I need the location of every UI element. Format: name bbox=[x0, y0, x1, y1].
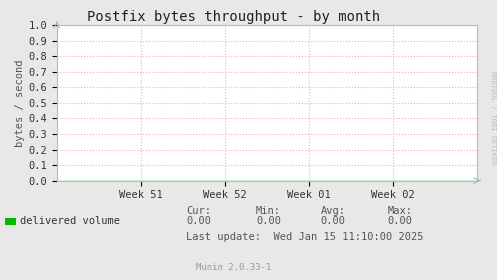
Y-axis label: bytes / second: bytes / second bbox=[14, 59, 24, 147]
Text: Postfix bytes throughput - by month: Postfix bytes throughput - by month bbox=[87, 10, 380, 24]
Text: 0.00: 0.00 bbox=[186, 216, 211, 226]
Text: 0.00: 0.00 bbox=[388, 216, 413, 226]
Text: 0.00: 0.00 bbox=[256, 216, 281, 226]
Text: Cur:: Cur: bbox=[186, 206, 211, 216]
Text: Max:: Max: bbox=[388, 206, 413, 216]
Text: Min:: Min: bbox=[256, 206, 281, 216]
Text: RRDTOOL / TOBI OETIKER: RRDTOOL / TOBI OETIKER bbox=[490, 71, 496, 164]
Text: delivered volume: delivered volume bbox=[20, 216, 120, 226]
Text: 0.00: 0.00 bbox=[321, 216, 345, 226]
Text: Avg:: Avg: bbox=[321, 206, 345, 216]
Text: Last update:  Wed Jan 15 11:10:00 2025: Last update: Wed Jan 15 11:10:00 2025 bbox=[186, 232, 424, 242]
Text: Munin 2.0.33-1: Munin 2.0.33-1 bbox=[196, 263, 271, 272]
